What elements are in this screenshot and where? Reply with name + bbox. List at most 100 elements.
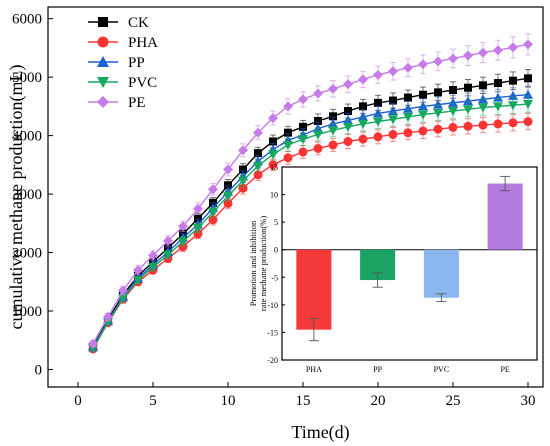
data-point [524,74,532,83]
inset-x-tick-label: PVC [434,365,450,374]
data-point [238,176,248,186]
y-axis-title: cumulative methane production(mL) [6,65,27,330]
data-point [388,66,398,77]
data-point [163,235,173,246]
x-tick-label: 30 [521,393,536,409]
inset-y-tick-label: -5 [271,273,278,282]
data-point [328,83,338,94]
legend-marker [97,77,109,88]
y-tick-label: 6000 [12,12,42,28]
data-point [433,124,443,134]
data-point [373,117,383,127]
legend-item-ck: CK [88,15,149,31]
legend-item-pvc: PVC [88,75,157,91]
data-point [449,86,457,95]
data-point [373,108,383,118]
inset-x-tick-label: PHA [306,365,322,374]
data-point [523,117,533,127]
x-tick-label: 0 [74,393,82,409]
data-point [88,338,98,349]
data-point [508,118,518,128]
inset-bar-pe [487,183,523,250]
data-point [494,79,502,87]
legend-label: PVC [128,75,157,91]
data-point [418,110,428,120]
data-point [448,107,458,117]
data-point [493,102,503,112]
data-point [254,149,262,158]
data-point [493,119,503,129]
main-plot: 0 5 10 15 20 25 30 0 1000 2000 3000 4000 5000 6000 Tim… [6,6,544,443]
data-point [283,153,293,163]
data-point [463,105,473,115]
data-point [493,92,503,102]
inset-y-tick-label: -15 [267,328,278,337]
inset-bar-pha [296,249,332,330]
legend-item-pp: PP [88,55,145,71]
data-point [358,134,368,144]
data-point [478,120,488,130]
inset-y-tick-label: 10 [270,191,278,200]
data-point [133,265,143,276]
data-point [388,129,398,139]
data-point [268,160,278,170]
data-point [389,96,397,105]
data-point [268,150,278,160]
data-point [194,214,202,223]
data-point [463,121,473,131]
data-point [403,128,413,138]
data-point [523,100,533,110]
data-point [523,39,533,50]
data-point [388,106,398,116]
y-tick-label: 4000 [12,129,42,145]
y-tick-label: 5000 [12,70,42,86]
inset-y-tick-label: 0 [274,246,278,255]
legend-item-pe: PE [88,95,146,111]
legend-label: PP [128,55,145,71]
data-point [208,184,218,195]
data-point [373,132,383,142]
data-point [508,90,518,100]
data-point [328,126,338,136]
data-point [313,88,323,99]
data-point [419,90,427,99]
data-point [148,250,158,261]
data-point [178,221,188,232]
data-point [509,76,517,85]
data-point [299,122,307,131]
data-point [298,135,308,145]
data-point [283,140,293,150]
data-point [133,276,143,286]
legend-marker [98,17,108,27]
data-point [313,143,323,153]
data-point [284,128,292,137]
legend-label: PE [128,95,146,111]
legend-item-pha: PHA [88,35,158,51]
data-point [224,181,232,190]
inset-bar-chart: -20 -15 -10 -5 0 5 10 15 PHA PP PVC PE Promotion and… [248,163,539,374]
y-tick-label: 1000 [12,304,42,320]
x-tick-label: 25 [446,393,461,409]
data-point [478,47,488,58]
data-point [433,56,443,67]
data-point [434,88,442,97]
x-tick-label: 5 [149,393,157,409]
data-point [403,103,413,113]
inset-y-tick-label: -20 [267,356,278,365]
data-point [508,101,518,111]
data-point [298,94,308,105]
data-point [118,294,128,304]
data-point [418,59,428,70]
inset-y-tick-label: 15 [270,163,278,172]
data-point [223,164,233,175]
inset-y-axis-title-line: rate methane production(%) [258,216,268,312]
data-point [253,162,263,172]
inset-y-tick-label: -10 [267,301,278,310]
data-point [148,263,158,273]
data-point [374,98,382,107]
legend-marker [97,36,109,48]
y-tick-label: 3000 [12,187,42,203]
data-point [358,119,368,129]
